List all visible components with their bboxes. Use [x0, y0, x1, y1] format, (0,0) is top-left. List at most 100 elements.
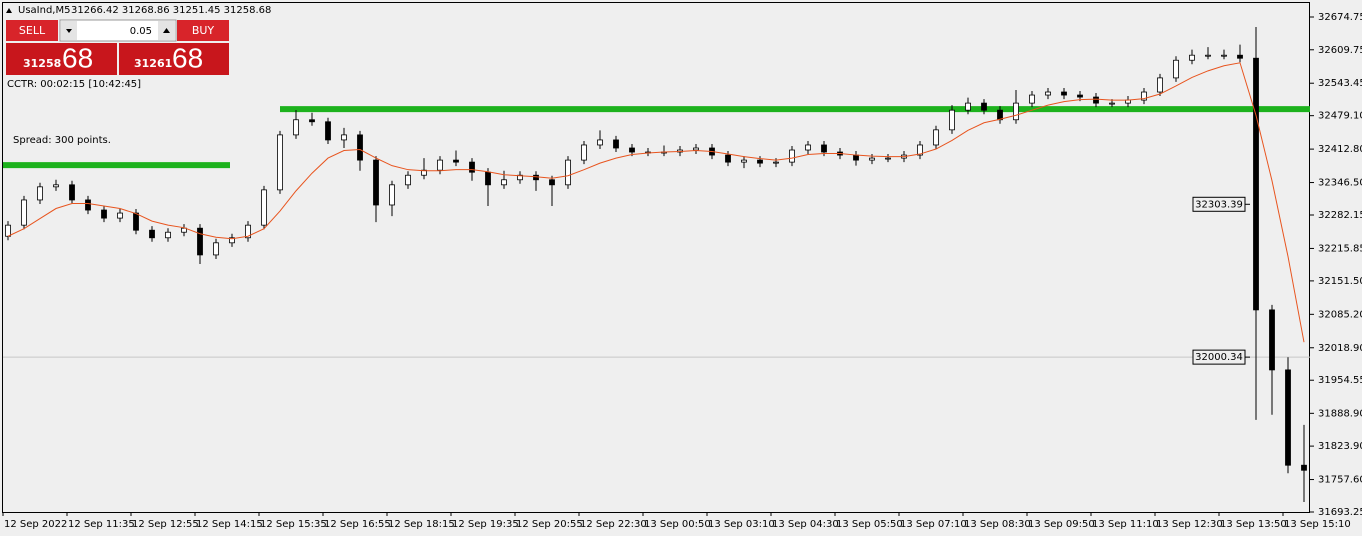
- candle-body: [1077, 94, 1083, 98]
- x-tick-label: 12 Sep 11:35: [68, 519, 135, 530]
- candle-body: [1269, 309, 1275, 371]
- candle-body: [517, 174, 523, 181]
- x-tick-label: 12 Sep 18:15: [388, 519, 455, 530]
- candle-body: [533, 174, 539, 181]
- y-tick-label: 32609.75: [1318, 45, 1362, 56]
- x-tick-label: 12 Sep 16:55: [324, 519, 391, 530]
- x-tick-label: 13 Sep 09:50: [1028, 519, 1095, 530]
- symbol: UsaInd,M5: [18, 5, 70, 16]
- candle-body: [357, 134, 363, 161]
- candle-body: [789, 149, 795, 163]
- candle-body: [5, 224, 11, 237]
- x-tick-label: 13 Sep 11:10: [1092, 519, 1159, 530]
- candle-body: [1013, 102, 1019, 121]
- y-tick-label: 32282.15: [1318, 210, 1362, 221]
- sell-button[interactable]: [6, 20, 58, 41]
- x-tick-label: 13 Sep 05:50: [836, 519, 903, 530]
- candle-body: [341, 134, 347, 141]
- candle-body: [21, 199, 27, 226]
- candle-body: [1189, 54, 1195, 61]
- candle-body: [773, 161, 779, 164]
- candle-body: [693, 147, 699, 151]
- candle-body: [1157, 77, 1163, 93]
- y-tick-label: 32346.50: [1318, 178, 1362, 189]
- candle-body: [981, 102, 987, 111]
- candle-body: [101, 209, 107, 219]
- lot-value: 0.05: [130, 26, 152, 37]
- candle-body: [213, 242, 219, 256]
- candle-body: [965, 102, 971, 111]
- moving-average: [7, 62, 1305, 343]
- plot-area: [3, 26, 1310, 503]
- y-tick-label: 31954.55: [1318, 375, 1362, 386]
- candle-body: [149, 229, 155, 239]
- candle-body: [1045, 91, 1051, 96]
- candle-body: [1285, 369, 1291, 466]
- up-arrow: [163, 28, 170, 33]
- candle-body: [469, 161, 475, 173]
- candle-body: [949, 109, 955, 131]
- candle-body: [565, 159, 571, 186]
- y-tick-label: 32085.20: [1318, 309, 1362, 320]
- candle-body: [325, 121, 331, 141]
- candle-body: [261, 189, 267, 226]
- ask-box[interactable]: [119, 43, 229, 75]
- candle-body: [501, 179, 507, 186]
- candle-body: [1205, 54, 1211, 57]
- candle-body: [741, 159, 747, 163]
- x-tick-label: 12 Sep 15:35: [260, 519, 327, 530]
- x-tick-label: 13 Sep 15:10: [1284, 519, 1351, 530]
- candle-body: [821, 144, 827, 153]
- x-tick-label: 12 Sep 12:55: [132, 519, 199, 530]
- collapse-icon[interactable]: [6, 8, 12, 13]
- x-tick-label: 13 Sep 04:30: [772, 519, 839, 530]
- x-tick-label: 13 Sep 13:50: [1220, 519, 1287, 530]
- down-arrow: [66, 29, 72, 33]
- x-tick-label: 12 Sep 14:15: [196, 519, 263, 530]
- candle-body: [917, 144, 923, 156]
- spread: Spread: 300 points.: [13, 135, 111, 146]
- candle-body: [165, 231, 171, 239]
- candle-body: [53, 184, 59, 188]
- ask-main: 31261: [134, 57, 172, 70]
- ask-big: 68: [172, 42, 203, 73]
- candle-body: [1237, 54, 1243, 59]
- candle-body: [805, 144, 811, 151]
- candle-body: [757, 159, 763, 164]
- candle-body: [133, 212, 139, 231]
- candle-body: [1061, 91, 1067, 96]
- sell-label: SELL: [19, 24, 46, 37]
- candle-body: [69, 184, 75, 201]
- candle-body: [1029, 94, 1035, 104]
- candle-body: [277, 134, 283, 191]
- price-label: 32000.34: [1195, 352, 1243, 363]
- candle-body: [37, 186, 43, 201]
- bid-box[interactable]: [6, 43, 117, 75]
- candle-body: [1253, 57, 1259, 311]
- y-tick-label: 31823.90: [1318, 441, 1362, 452]
- candle-body: [725, 154, 731, 163]
- candle-body: [485, 171, 491, 186]
- candle-body: [389, 184, 395, 206]
- x-tick-label: 13 Sep 08:30: [964, 519, 1031, 530]
- buy-button[interactable]: [177, 20, 229, 41]
- candle-body: [437, 159, 443, 171]
- candle-body: [629, 147, 635, 153]
- x-tick-label: 12 Sep 20:55: [516, 519, 583, 530]
- candle-body: [85, 199, 91, 211]
- candle-body: [1221, 54, 1227, 57]
- y-tick-label: 31888.90: [1318, 408, 1362, 419]
- candle-body: [1109, 102, 1115, 105]
- bid-main: 31258: [23, 57, 61, 70]
- candle-body: [293, 119, 299, 136]
- candle-body: [853, 154, 859, 161]
- x-tick-label: 12 Sep 22:30: [580, 519, 647, 530]
- lot-field[interactable]: [59, 19, 177, 42]
- header: UsaInd,M5 31266.42 31268.86 31251.45 312…: [6, 5, 271, 16]
- x-tick-label: 12 Sep 2022: [4, 519, 67, 530]
- y-tick-label: 32674.75: [1318, 12, 1362, 23]
- y-tick-label: 32018.90: [1318, 343, 1362, 354]
- candle-body: [117, 212, 123, 219]
